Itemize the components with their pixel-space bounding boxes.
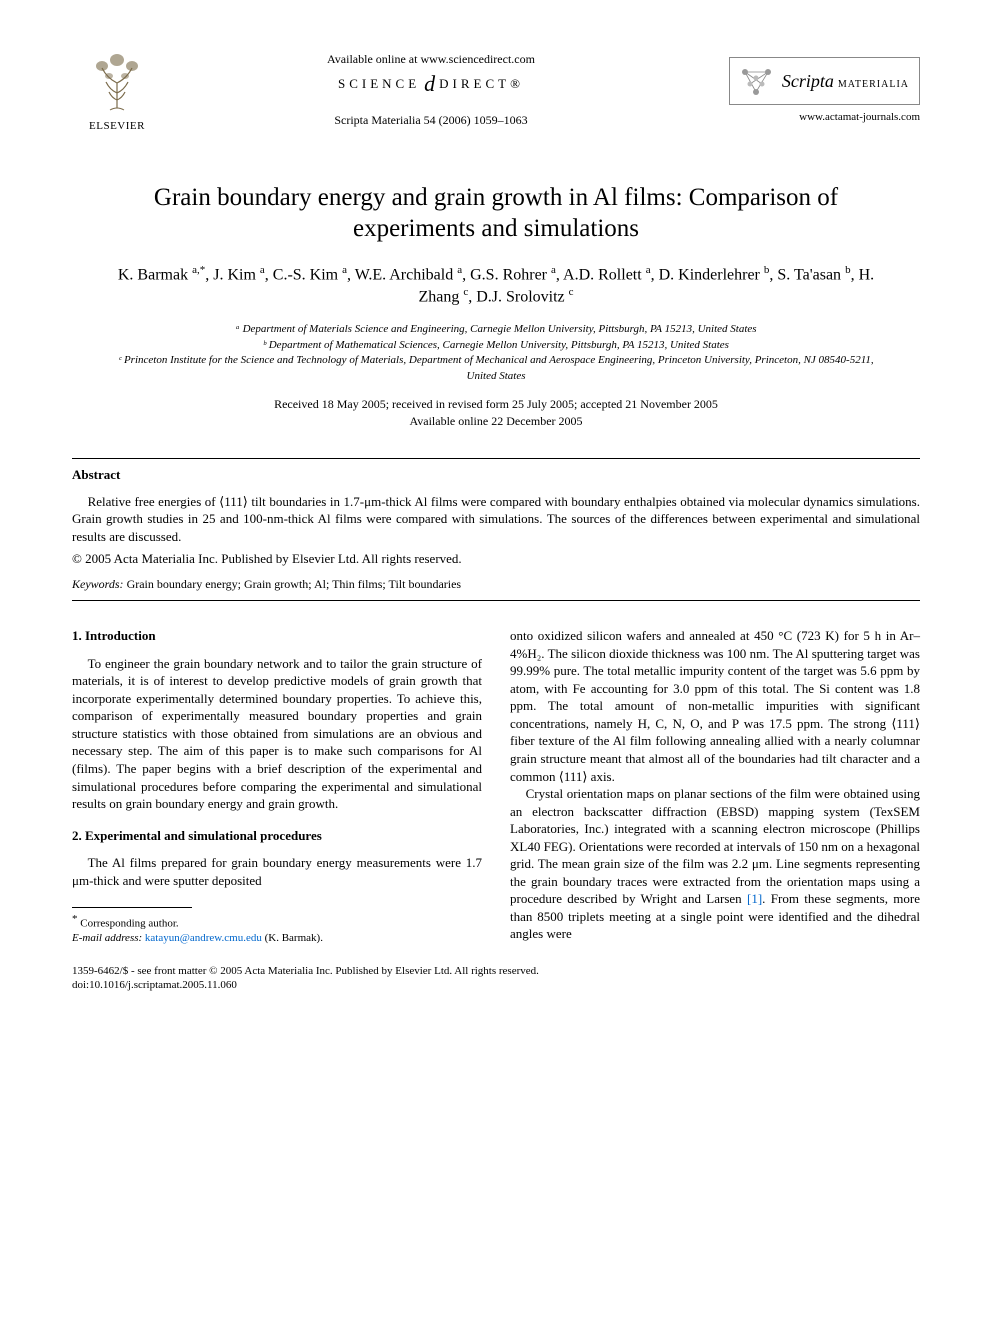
dates-block: Received 18 May 2005; received in revise… [72,396,920,430]
exp-paragraph-col2-p2: Crystal orientation maps on planar secti… [510,785,920,943]
footer-copyright: 1359-6462/$ - see front matter © 2005 Ac… [72,964,920,978]
footnote-corr-text: Corresponding author. [80,918,178,930]
paper-title: Grain boundary energy and grain growth i… [112,182,880,245]
journal-url: www.actamat-journals.com [799,111,920,123]
sd-at-icon: d [424,71,435,97]
journal-lattice-icon [740,64,774,98]
rule-bottom [72,600,920,601]
footnote-separator [72,907,192,908]
section-exp-heading: 2. Experimental and simulational procedu… [72,827,482,845]
citation-line: Scripta Materialia 54 (2006) 1059–1063 [334,113,527,128]
science-direct-logo: SCIENCE d DIRECT® [338,71,524,97]
elsevier-block: ELSEVIER [72,48,162,132]
footnote-email-label: E-mail address: [72,932,142,944]
abstract-copyright: © 2005 Acta Materialia Inc. Published by… [72,551,920,567]
sd-left: SCIENCE [338,76,420,92]
affil-a: ᵃ Department of Materials Science and En… [112,322,880,337]
body-columns: 1. Introduction To engineer the grain bo… [72,627,920,945]
journal-logo-box: Scripta MATERIALIA [729,57,920,105]
page-footer: 1359-6462/$ - see front matter © 2005 Ac… [72,964,920,993]
journal-subtitle: MATERIALIA [838,79,909,90]
ref-link-1[interactable]: [1] [747,891,762,906]
intro-paragraph: To engineer the grain boundary network a… [72,655,482,813]
column-left: 1. Introduction To engineer the grain bo… [72,627,482,945]
paper-header: ELSEVIER Available online at www.science… [72,48,920,132]
journal-name: Scripta [782,71,834,91]
rule-top [72,458,920,459]
dates-received: Received 18 May 2005; received in revise… [72,396,920,413]
elsevier-label: ELSEVIER [89,120,145,132]
footer-doi: doi:10.1016/j.scriptamat.2005.11.060 [72,978,920,992]
authors-line: K. Barmak a,*, J. Kim a, C.-S. Kim a, W.… [112,263,880,309]
journal-title-wrap: Scripta MATERIALIA [782,71,909,92]
keywords-line: Keywords: Grain boundary energy; Grain g… [72,577,920,592]
keywords-label: Keywords: [72,577,124,591]
affil-c: ᶜ Princeton Institute for the Science an… [112,353,880,384]
exp-paragraph-col1: The Al films prepared for grain boundary… [72,854,482,889]
affil-b: ᵇ Department of Mathematical Sciences, C… [112,338,880,353]
footnote-block: * Corresponding author. E-mail address: … [72,912,482,945]
keywords-text: Grain boundary energy; Grain growth; Al;… [127,577,462,591]
journal-block: Scripta MATERIALIA www.actamat-journals.… [700,57,920,123]
exp-paragraph-col2-p1: onto oxidized silicon wafers and anneale… [510,627,920,785]
footnote-corresponding: * Corresponding author. [72,912,482,931]
footnote-email[interactable]: katayun@andrew.cmu.edu [145,932,262,944]
affiliations: ᵃ Department of Materials Science and En… [112,322,880,384]
column-right: onto oxidized silicon wafers and anneale… [510,627,920,945]
sd-right: DIRECT® [439,76,524,92]
abstract-text: Relative free energies of ⟨111⟩ tilt bou… [72,493,920,546]
header-center: Available online at www.sciencedirect.co… [162,52,700,128]
section-intro-heading: 1. Introduction [72,627,482,645]
footnote-email-line: E-mail address: katayun@andrew.cmu.edu (… [72,931,482,945]
available-online-text: Available online at www.sciencedirect.co… [327,52,535,67]
elsevier-tree-icon [82,48,152,118]
dates-online: Available online 22 December 2005 [72,413,920,430]
abstract-heading: Abstract [72,467,920,483]
footnote-email-paren: (K. Barmak). [265,932,323,944]
abstract-body: Relative free energies of ⟨111⟩ tilt bou… [72,493,920,546]
